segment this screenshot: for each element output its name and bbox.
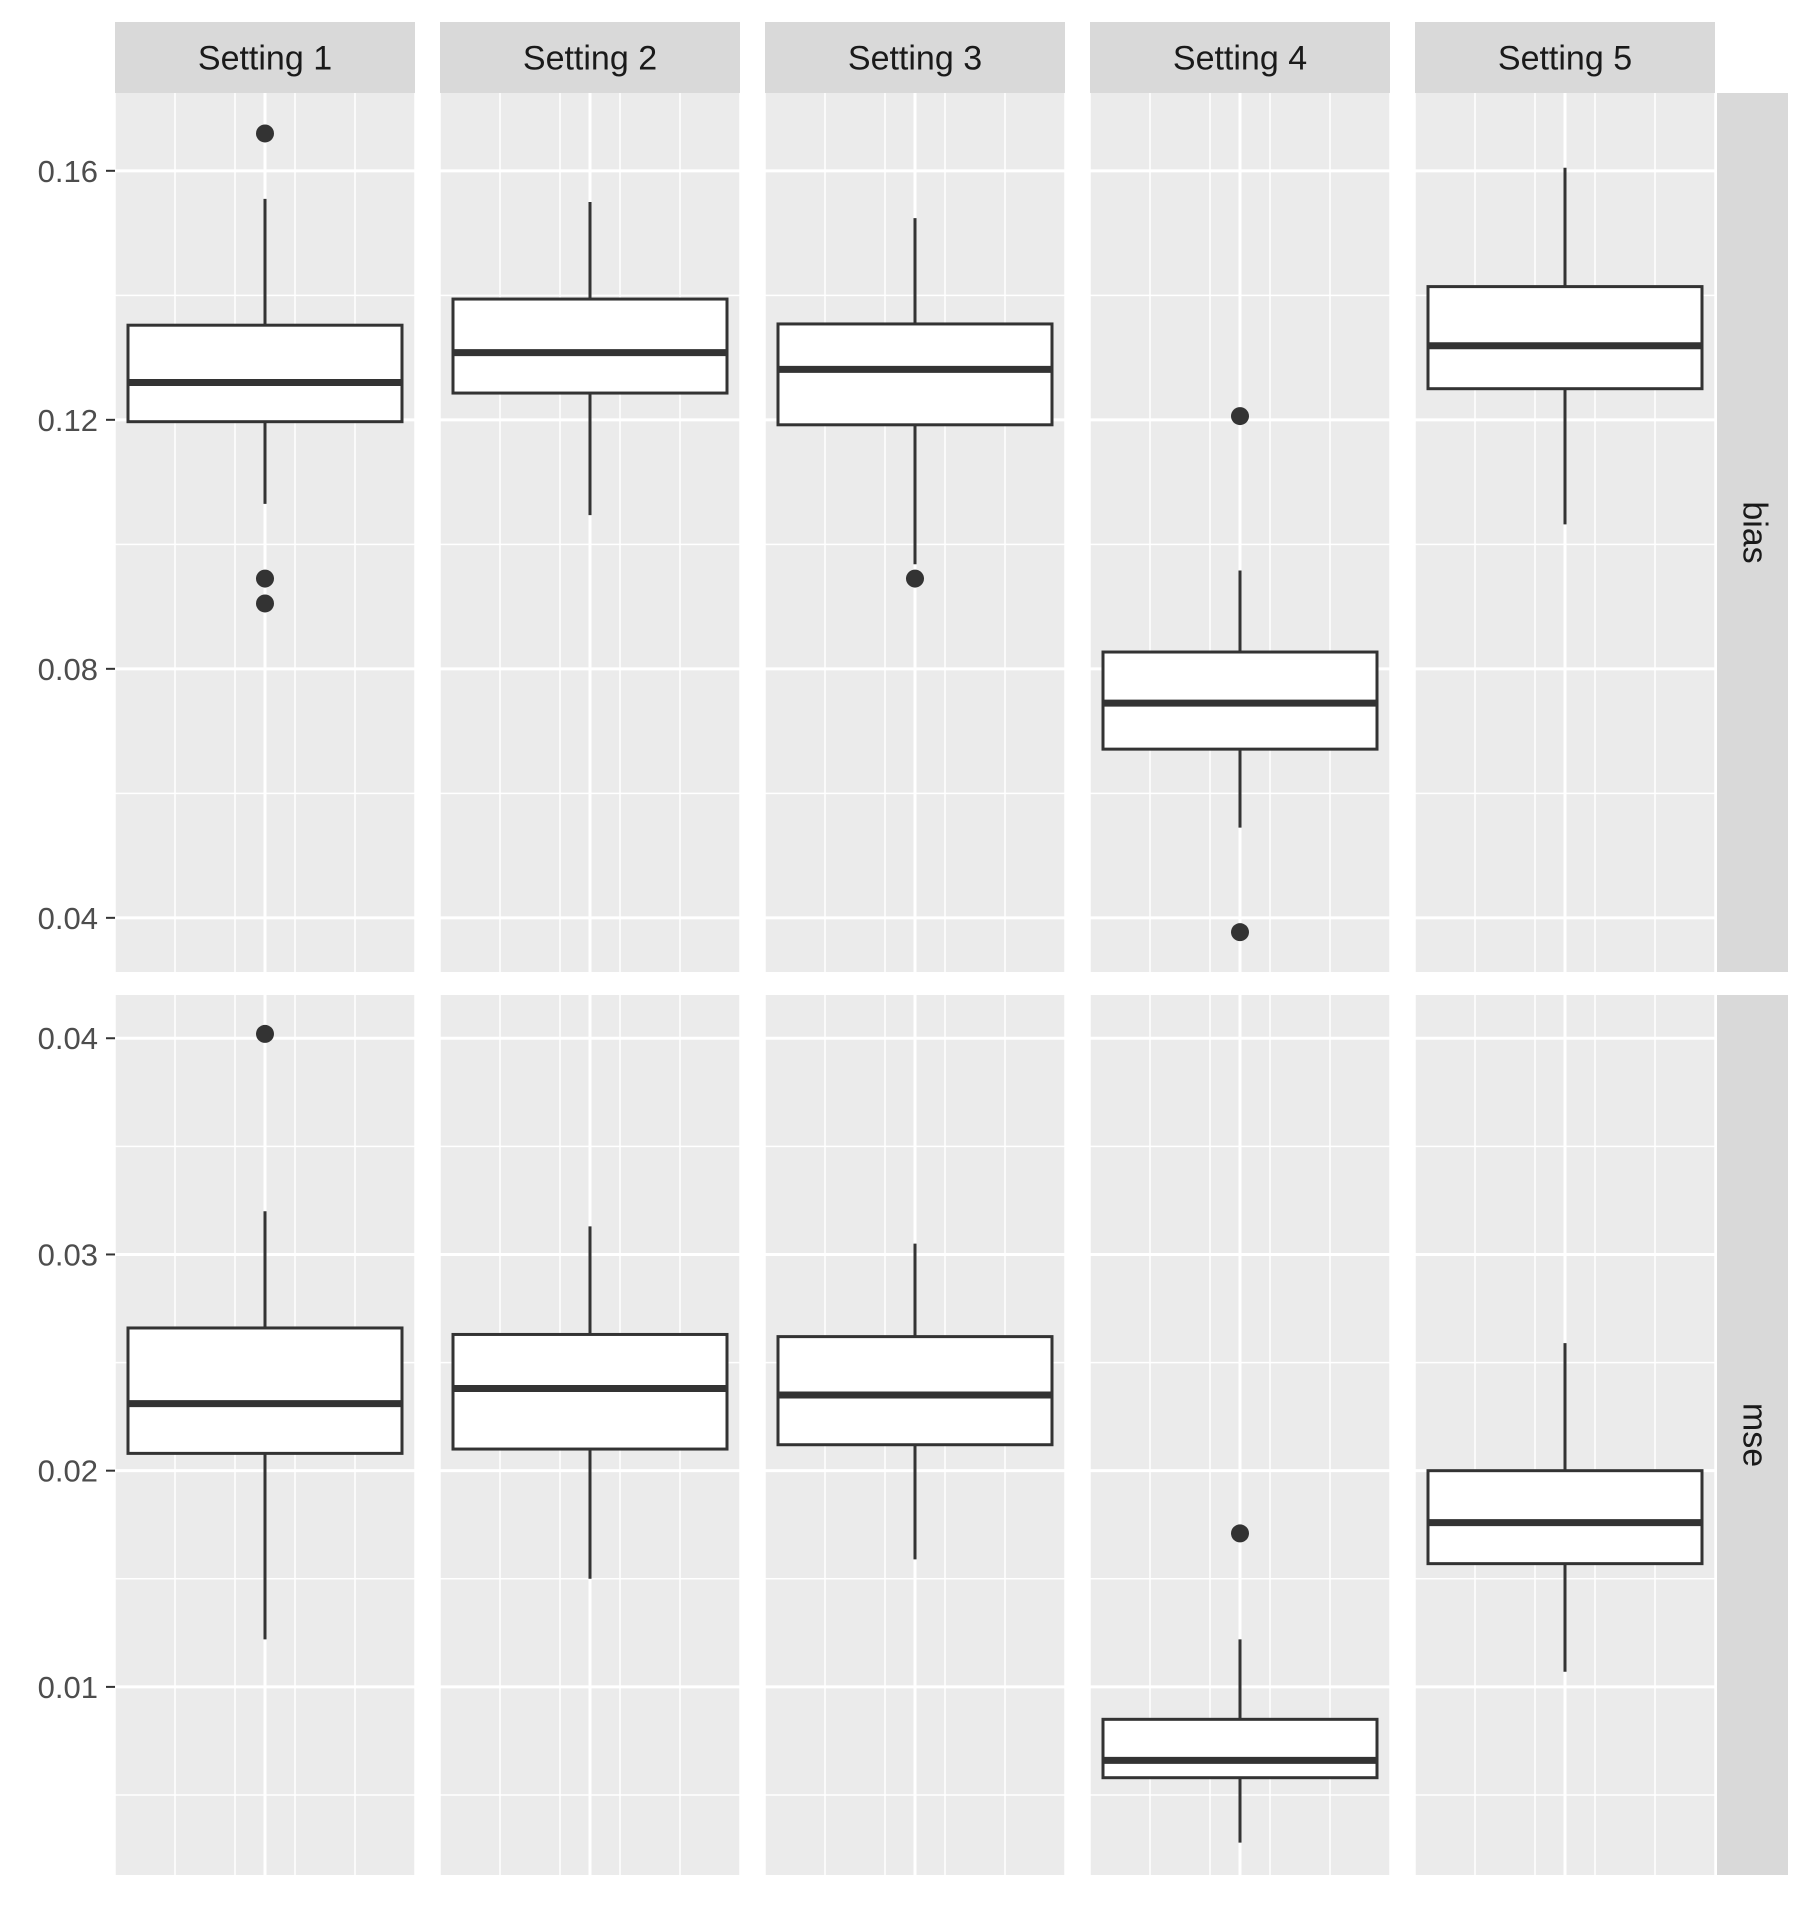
strip-label-mse: mse bbox=[1736, 1403, 1774, 1467]
box-iqr bbox=[126, 1326, 404, 1455]
y-tick-label-bias: 0.16 bbox=[38, 154, 98, 189]
y-axes: 0.04 0.08 0.12 0.16 0.01 0.02 0.03 0.04 bbox=[38, 154, 115, 1705]
y-tick-label-mse: 0.01 bbox=[38, 1670, 98, 1705]
panel-mse-setting-4 bbox=[1089, 995, 1391, 1875]
panel-bias-setting-3 bbox=[764, 93, 1066, 972]
y-tick-label-mse: 0.04 bbox=[38, 1021, 98, 1056]
outlier-point bbox=[1231, 923, 1249, 942]
y-tick-label-bias: 0.04 bbox=[38, 901, 98, 936]
strip-label-bias: bias bbox=[1736, 501, 1774, 563]
strip-bias bbox=[1717, 93, 1788, 972]
strip-label-setting-4: Setting 4 bbox=[1173, 40, 1307, 78]
outlier-point bbox=[1231, 1524, 1249, 1543]
strip-label-setting-3: Setting 3 bbox=[848, 40, 982, 78]
panel-bias-setting-2 bbox=[439, 93, 741, 972]
strip-setting-3 bbox=[765, 22, 1065, 93]
box-iqr bbox=[776, 322, 1054, 427]
outlier-point bbox=[906, 569, 924, 588]
panel-mse-setting-2 bbox=[439, 995, 741, 1875]
panel-mse-setting-5 bbox=[1414, 995, 1716, 1875]
strip-setting-5 bbox=[1415, 22, 1715, 93]
strip-label-setting-2: Setting 2 bbox=[523, 40, 657, 78]
panel-mse-setting-3 bbox=[764, 995, 1066, 1875]
strip-label-setting-1: Setting 1 bbox=[198, 40, 332, 78]
box-iqr bbox=[1101, 1717, 1379, 1780]
box-iqr bbox=[126, 323, 404, 424]
outlier-point bbox=[1231, 407, 1249, 426]
strip-setting-2 bbox=[440, 22, 740, 93]
strip-setting-4 bbox=[1090, 22, 1390, 93]
y-tick-label-mse: 0.03 bbox=[38, 1237, 98, 1272]
box-iqr bbox=[451, 297, 729, 395]
strip-label-setting-5: Setting 5 bbox=[1498, 40, 1632, 78]
panel-bias-setting-4 bbox=[1089, 93, 1391, 972]
panels bbox=[114, 93, 1716, 1875]
box-iqr bbox=[776, 1335, 1054, 1447]
y-tick-label-mse: 0.02 bbox=[38, 1454, 98, 1489]
box-iqr bbox=[1426, 285, 1704, 391]
column-strips: Setting 1 Setting 2 Setting 3 Setting 4 Sett… bbox=[115, 22, 1715, 93]
outlier-point bbox=[256, 594, 274, 613]
outlier-point bbox=[256, 1024, 274, 1043]
panel-bias-setting-1 bbox=[114, 93, 416, 972]
strip-mse bbox=[1717, 995, 1788, 1875]
y-tick-label-bias: 0.08 bbox=[38, 652, 98, 687]
panel-mse-setting-1 bbox=[114, 995, 416, 1875]
row-strips: bias mse bbox=[1717, 93, 1788, 1875]
outlier-point bbox=[256, 569, 274, 588]
y-tick-label-bias: 0.12 bbox=[38, 403, 98, 438]
strip-setting-1 bbox=[115, 22, 415, 93]
box-iqr bbox=[1426, 1469, 1704, 1566]
panel-bias-setting-5 bbox=[1414, 93, 1716, 972]
outlier-point bbox=[256, 124, 274, 143]
